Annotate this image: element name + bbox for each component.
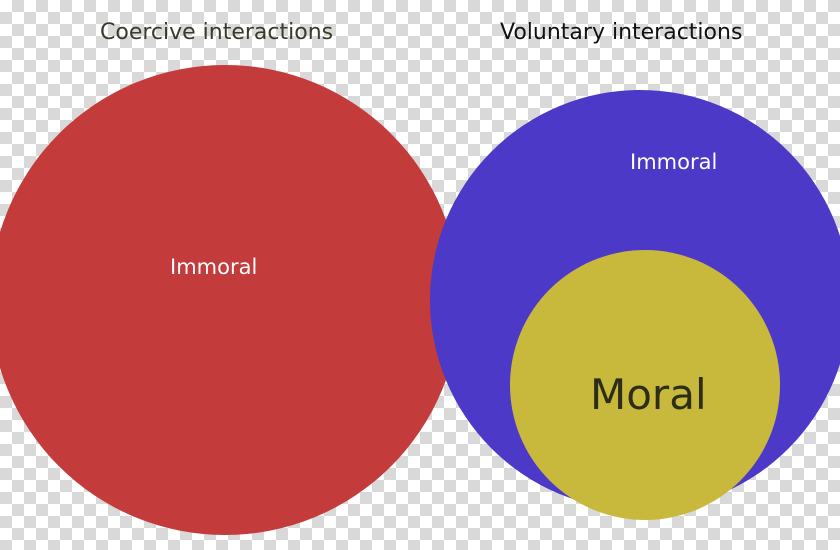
coercive-circle: [0, 65, 460, 535]
voluntary-title: Voluntary interactions: [500, 20, 742, 45]
coercive-immoral-label: Immoral: [170, 255, 257, 279]
coercive-title: Coercive interactions: [100, 20, 333, 45]
diagram-stage: [0, 0, 840, 550]
voluntary-immoral-label: Immoral: [630, 150, 717, 174]
voluntary-moral-label: Moral: [590, 370, 707, 419]
